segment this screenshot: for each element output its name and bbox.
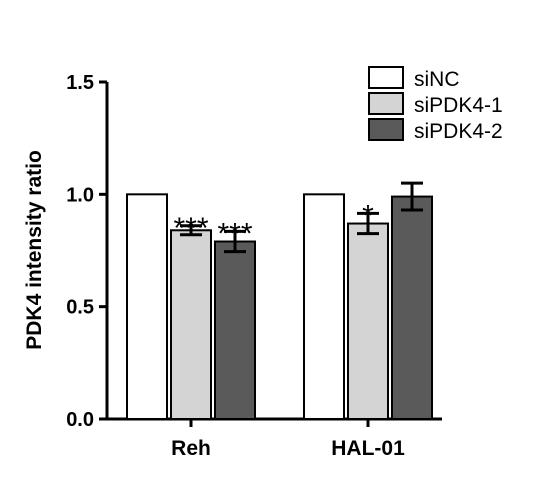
significance-marker: * — [362, 199, 374, 232]
legend-item: siNC — [368, 66, 460, 91]
y-tick-label: 0.5 — [66, 297, 94, 319]
bar — [347, 222, 389, 420]
y-axis-title: PDK4 intensity ratio — [23, 150, 46, 350]
legend-label: siNC — [414, 68, 460, 91]
bar — [126, 193, 168, 420]
x-tick-label: Reh — [171, 437, 211, 460]
error-bar — [224, 229, 246, 254]
legend-swatch — [368, 92, 404, 115]
y-tick-label: 1.5 — [66, 72, 94, 94]
legend-swatch — [368, 118, 404, 141]
legend-swatch — [368, 66, 404, 89]
y-tick-label: 0.0 — [66, 409, 94, 431]
bar — [214, 240, 256, 420]
legend-label: siPDK4-1 — [414, 94, 503, 117]
significance-marker: *** — [173, 212, 208, 245]
legend: siNC siPDK4-1 siPDK4-2 — [368, 66, 503, 143]
bar — [391, 195, 433, 420]
error-bar — [357, 211, 379, 236]
legend-item: siPDK4-1 — [368, 92, 503, 117]
error-bar — [180, 224, 202, 237]
significance-marker: *** — [217, 217, 252, 250]
legend-label: siPDK4-2 — [414, 120, 503, 143]
legend-item: siPDK4-2 — [368, 118, 503, 143]
error-bar — [401, 181, 423, 212]
bars: *** **** — [126, 181, 433, 420]
y-tick-label: 1.0 — [66, 184, 94, 206]
bar — [303, 193, 345, 420]
bar — [170, 229, 212, 420]
x-tick-label: HAL-01 — [331, 437, 405, 460]
